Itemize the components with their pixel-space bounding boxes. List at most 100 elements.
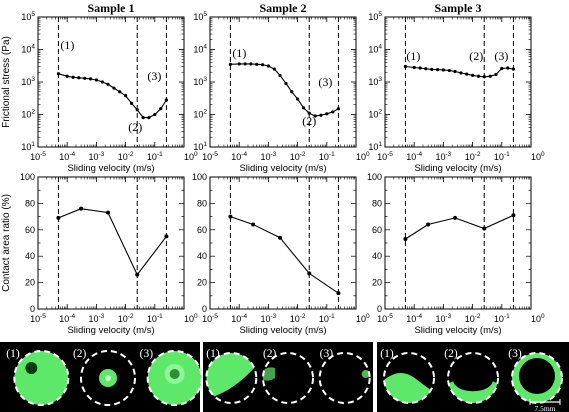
y-tick-label: 80 (25, 198, 35, 208)
plot-frame (384, 16, 532, 148)
x-tick-label-base: 10 (30, 314, 40, 324)
x-tick-label: 10-2 (290, 313, 306, 324)
x-tick-label-exponent: -5 (387, 151, 393, 158)
y-tick-label-exponent: 2 (203, 109, 207, 116)
photo-label-2: (2) (263, 348, 277, 360)
data-point (453, 215, 458, 220)
data-point (430, 67, 434, 71)
x-tick-label-base: 10 (377, 314, 387, 324)
y-tick-label: 101 (368, 141, 382, 152)
data-point (260, 63, 265, 67)
x-tick-label-base: 10 (89, 314, 99, 324)
contact-hole (519, 358, 555, 394)
y-tick-label-base: 10 (368, 77, 378, 87)
y-tick-label: 40 (25, 251, 35, 261)
x-tick-label-exponent: 0 (194, 151, 198, 158)
contact-region (147, 351, 202, 405)
condition-label-3: (3) (147, 69, 161, 83)
y-tick-label-base: 10 (368, 142, 378, 152)
indenter-circle (146, 350, 203, 406)
y-tick-label: 20 (25, 278, 35, 288)
indenter-circle (80, 350, 136, 406)
x-tick-label: 10-4 (231, 151, 247, 162)
data-point (255, 62, 259, 66)
data-point (296, 97, 300, 101)
x-tick-label-base: 10 (290, 152, 300, 162)
data-point (441, 68, 445, 72)
y-tick-label: 60 (372, 225, 382, 235)
x-tick-label-exponent: -3 (446, 313, 452, 320)
x-tick-label: 100 (356, 151, 370, 162)
data-point (447, 68, 451, 73)
plot-frame (209, 16, 357, 148)
data-point (249, 62, 253, 66)
data-point (325, 112, 329, 116)
x-tick-label-base: 10 (30, 152, 40, 162)
x-tick-label: 10-3 (89, 151, 105, 162)
data-point (94, 78, 98, 82)
y-tick-label-exponent: 2 (378, 109, 382, 116)
x-tick-label-base: 10 (494, 152, 504, 162)
y-tick-label: 103 (193, 76, 207, 87)
y-tick-label: 100 (367, 172, 382, 182)
y-tick-label-exponent: 1 (31, 141, 35, 148)
data-point (124, 94, 128, 98)
x-tick-label: 10-3 (89, 313, 105, 324)
y-tick-label: 105 (193, 11, 207, 22)
y-tick-label-base: 10 (193, 142, 203, 152)
y-tick-label-base: 10 (193, 110, 203, 120)
photo-label-2: (2) (73, 348, 87, 360)
y-tick-label: 101 (21, 141, 35, 152)
plot-frame (37, 176, 185, 310)
contact-region (361, 370, 370, 378)
data-point (307, 111, 311, 115)
y-tick-label: 20 (197, 278, 207, 288)
x-tick-label-exponent: -5 (212, 313, 218, 320)
x-tick-label-exponent: -4 (416, 151, 422, 158)
indenter-circle (205, 352, 258, 404)
x-tick-label: 10-5 (202, 151, 218, 162)
contact-region (384, 373, 434, 403)
indenter-circle (383, 352, 435, 404)
x-tick-label-base: 10 (465, 314, 475, 324)
y-tick-label-base: 10 (21, 77, 31, 87)
x-tick-label-base: 10 (147, 152, 157, 162)
x-tick-label-base: 10 (377, 152, 387, 162)
data-point (511, 213, 516, 218)
y-tick-label-exponent: 1 (203, 141, 207, 148)
x-tick-label: 10-4 (231, 313, 247, 324)
contact-core (105, 375, 111, 381)
photo-sample-1: (1) (2) (3) (0, 342, 203, 412)
x-tick-label-exponent: -1 (157, 313, 163, 320)
y-tick-label: 80 (372, 198, 382, 208)
x-tick-label-base: 10 (531, 152, 541, 162)
x-tick-label-base: 10 (436, 152, 446, 162)
x-tick-label-exponent: -3 (271, 151, 277, 158)
condition-label-1: (1) (406, 49, 420, 63)
y-tick-label: 103 (21, 76, 35, 87)
condition-label-1: (1) (232, 46, 246, 60)
y-tick-label: 103 (368, 76, 382, 87)
x-tick-label: 10-5 (30, 151, 46, 162)
data-point (228, 62, 233, 66)
x-tick-label-base: 10 (202, 314, 212, 324)
data-point (307, 271, 312, 276)
condition-label-3: (3) (318, 75, 332, 89)
y-tick-label-base: 10 (368, 45, 378, 55)
x-tick-label-base: 10 (147, 314, 157, 324)
x-tick-label-base: 10 (465, 152, 475, 162)
y-tick-label-exponent: 3 (31, 76, 35, 83)
data-point (164, 98, 169, 102)
y-tick-label: 100 (192, 172, 207, 182)
indenter-circle (13, 350, 70, 406)
panel-title-1: Sample 1 (87, 1, 134, 15)
y-tick-label: 105 (21, 11, 35, 22)
x-tick-label-base: 10 (261, 152, 271, 162)
x-tick-label-exponent: -5 (387, 313, 393, 320)
data-point (83, 76, 87, 80)
x-tick-label-exponent: 0 (541, 151, 545, 158)
x-tick-label: 10-5 (30, 313, 46, 324)
x-axis-label: Sliding velocity (m/s) (414, 163, 501, 174)
x-tick-label: 10-1 (494, 313, 510, 324)
x-tick-label-base: 10 (494, 314, 504, 324)
